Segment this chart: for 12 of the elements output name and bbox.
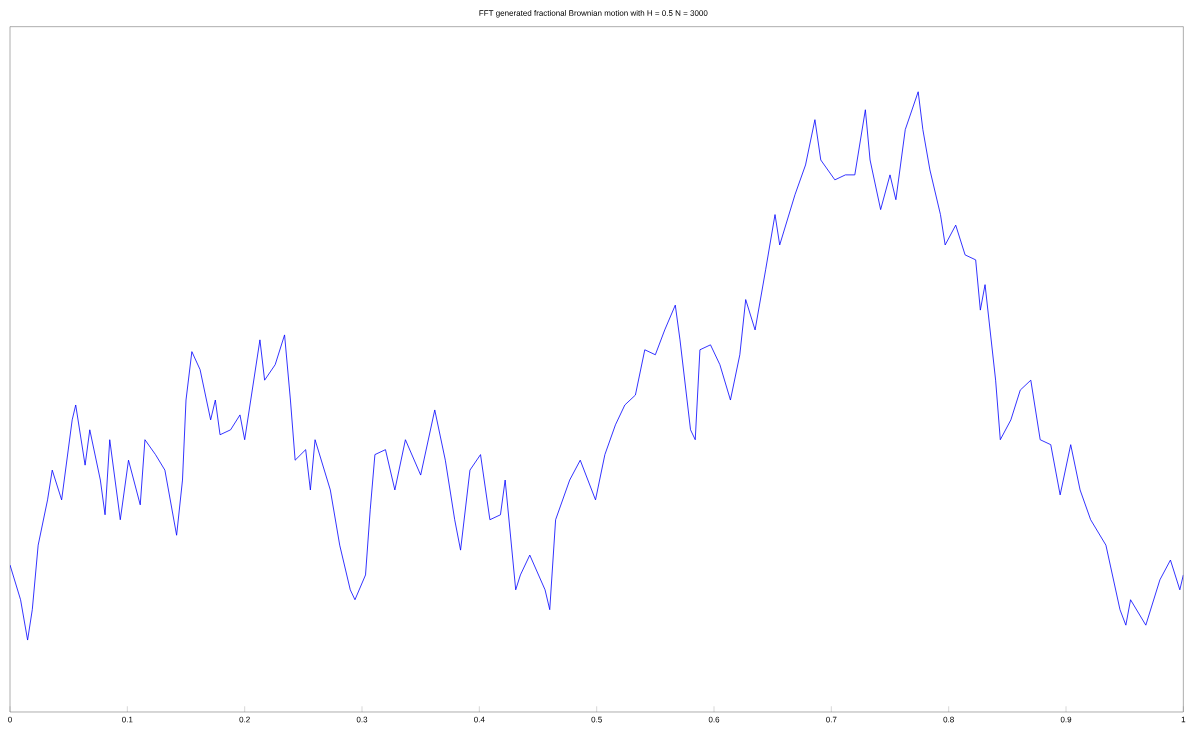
x-tick-label: 0.6 [708,716,720,723]
x-tick-label: 0.2 [239,716,250,723]
x-tick-label: 0 [8,716,12,723]
x-tick-label: 0.4 [474,716,485,723]
x-tick-label: 0.1 [122,716,133,723]
x-tick-label: 0.5 [591,716,602,723]
x-tick-label: 0.3 [356,716,368,723]
x-tick-label: 1 [1181,716,1186,723]
x-tick-label: 0.9 [1060,716,1072,723]
chart-title: FFT generated fractional Brownian motion with H = 0.5 N = 3000 [479,10,708,18]
x-tick-label: 0.8 [943,716,954,723]
x-tick-label: 0.7 [826,716,837,723]
